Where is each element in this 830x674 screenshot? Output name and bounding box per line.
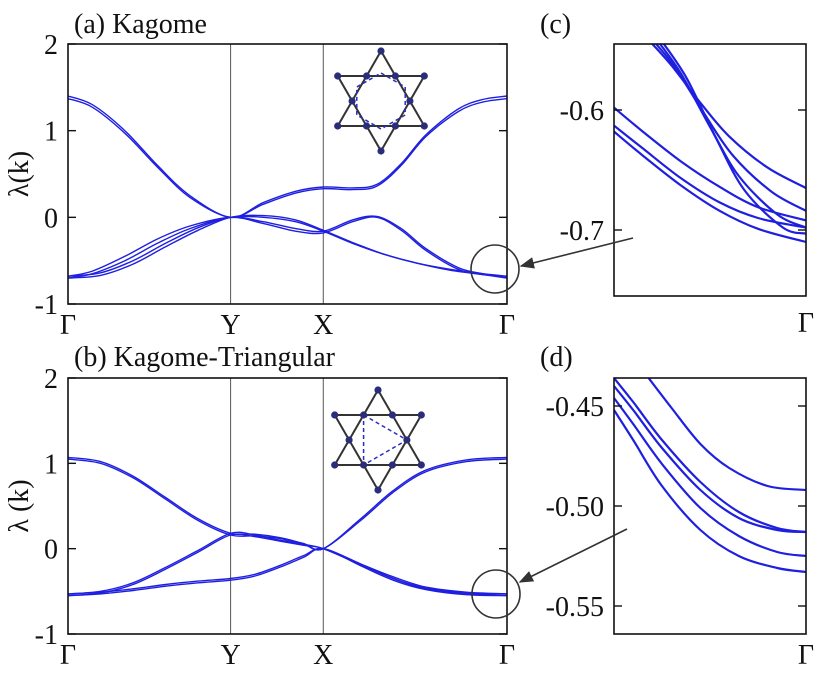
y-tick-label: 2 (44, 364, 58, 395)
band-series-c-0 (651, 44, 806, 189)
y-tick-label: 2 (44, 30, 58, 61)
band-series-a-2 (68, 216, 507, 277)
band-series-a-5 (68, 214, 507, 279)
band-series-b-0 (68, 456, 507, 551)
band-series-a-4 (68, 215, 507, 277)
x-tick-label: Γ (60, 310, 76, 341)
kagome-star-lattice-icon (334, 47, 428, 155)
x-tick-label: Γ (798, 308, 814, 339)
panel-b: -1 0 1 2 Γ Y X Γ (b) Kagome-Triangular λ (k) (4, 342, 515, 671)
band-series-c-1 (655, 44, 806, 212)
kagome-triangular-lattice-icon (331, 386, 425, 494)
panel-a: -1 0 1 2 Γ Y X Γ (a) Kagome λ(k) (4, 9, 515, 341)
panel-title: (b) Kagome-Triangular (74, 342, 336, 373)
y-tick-label: -0.55 (546, 592, 604, 623)
zoom-callout-b (471, 528, 628, 619)
plot-frame (67, 43, 508, 305)
y-tick-label: -0.50 (546, 492, 604, 523)
band-series-d-0 (647, 378, 806, 492)
band-series-c-5 (614, 124, 806, 229)
plot-frame (67, 377, 508, 635)
band-series-b-2 (68, 547, 507, 595)
y-tick-label: -0.6 (560, 96, 604, 127)
zoom-arrow-a (519, 237, 634, 269)
band-series-b-1 (68, 458, 507, 551)
panel-title: (d) (540, 342, 573, 373)
panel-title: (c) (540, 9, 571, 40)
x-tick-label: Y (220, 640, 240, 671)
x-tick-label: X (313, 310, 333, 341)
y-tick-label: 1 (44, 117, 58, 148)
y-tick-label: 1 (44, 449, 58, 480)
x-tick-label: Γ (499, 640, 515, 671)
zoom-callout-a (470, 237, 634, 294)
y-tick-label: 0 (44, 203, 58, 234)
x-tick-label: Γ (60, 640, 76, 671)
y-tick-label: 0 (44, 535, 58, 566)
band-series-d-3 (614, 397, 806, 558)
band-series-d-4 (614, 409, 806, 574)
band-series-d-2 (614, 385, 806, 534)
y-tick-label: -1 (35, 620, 58, 651)
band-series-a-0 (68, 95, 507, 219)
band-series-a-1 (68, 97, 507, 219)
x-tick-label: X (313, 640, 333, 671)
y-tick-label: -0.45 (546, 392, 604, 423)
zoom-arrow-b (518, 528, 628, 583)
y-tick-label: -1 (35, 290, 58, 321)
y-axis-label: λ (k) (4, 479, 35, 532)
band-series-b-3 (68, 547, 507, 597)
x-tick-label: Γ (798, 640, 814, 671)
band-series-d-1 (614, 378, 806, 534)
y-tick-label: -0.7 (560, 216, 604, 247)
band-series-b-4 (68, 531, 507, 595)
zoom-circle-a (470, 244, 520, 294)
band-series-b-5 (68, 533, 507, 597)
x-tick-label: Γ (499, 310, 515, 341)
y-axis-label: λ(k) (4, 151, 35, 197)
band-series-c-3 (662, 44, 806, 235)
zoom-circle-b (471, 569, 521, 619)
band-series-c-6 (614, 130, 806, 244)
plot-frame (613, 43, 807, 297)
panel-c: -0.6 -0.7 Γ (c) (540, 9, 814, 339)
band-series-c-4 (614, 106, 806, 222)
x-tick-label: Y (220, 310, 240, 341)
panel-title: (a) Kagome (74, 9, 207, 40)
panel-d: -0.45 -0.50 -0.55 Γ (d) (540, 342, 814, 671)
band-series-a-3 (68, 215, 507, 279)
